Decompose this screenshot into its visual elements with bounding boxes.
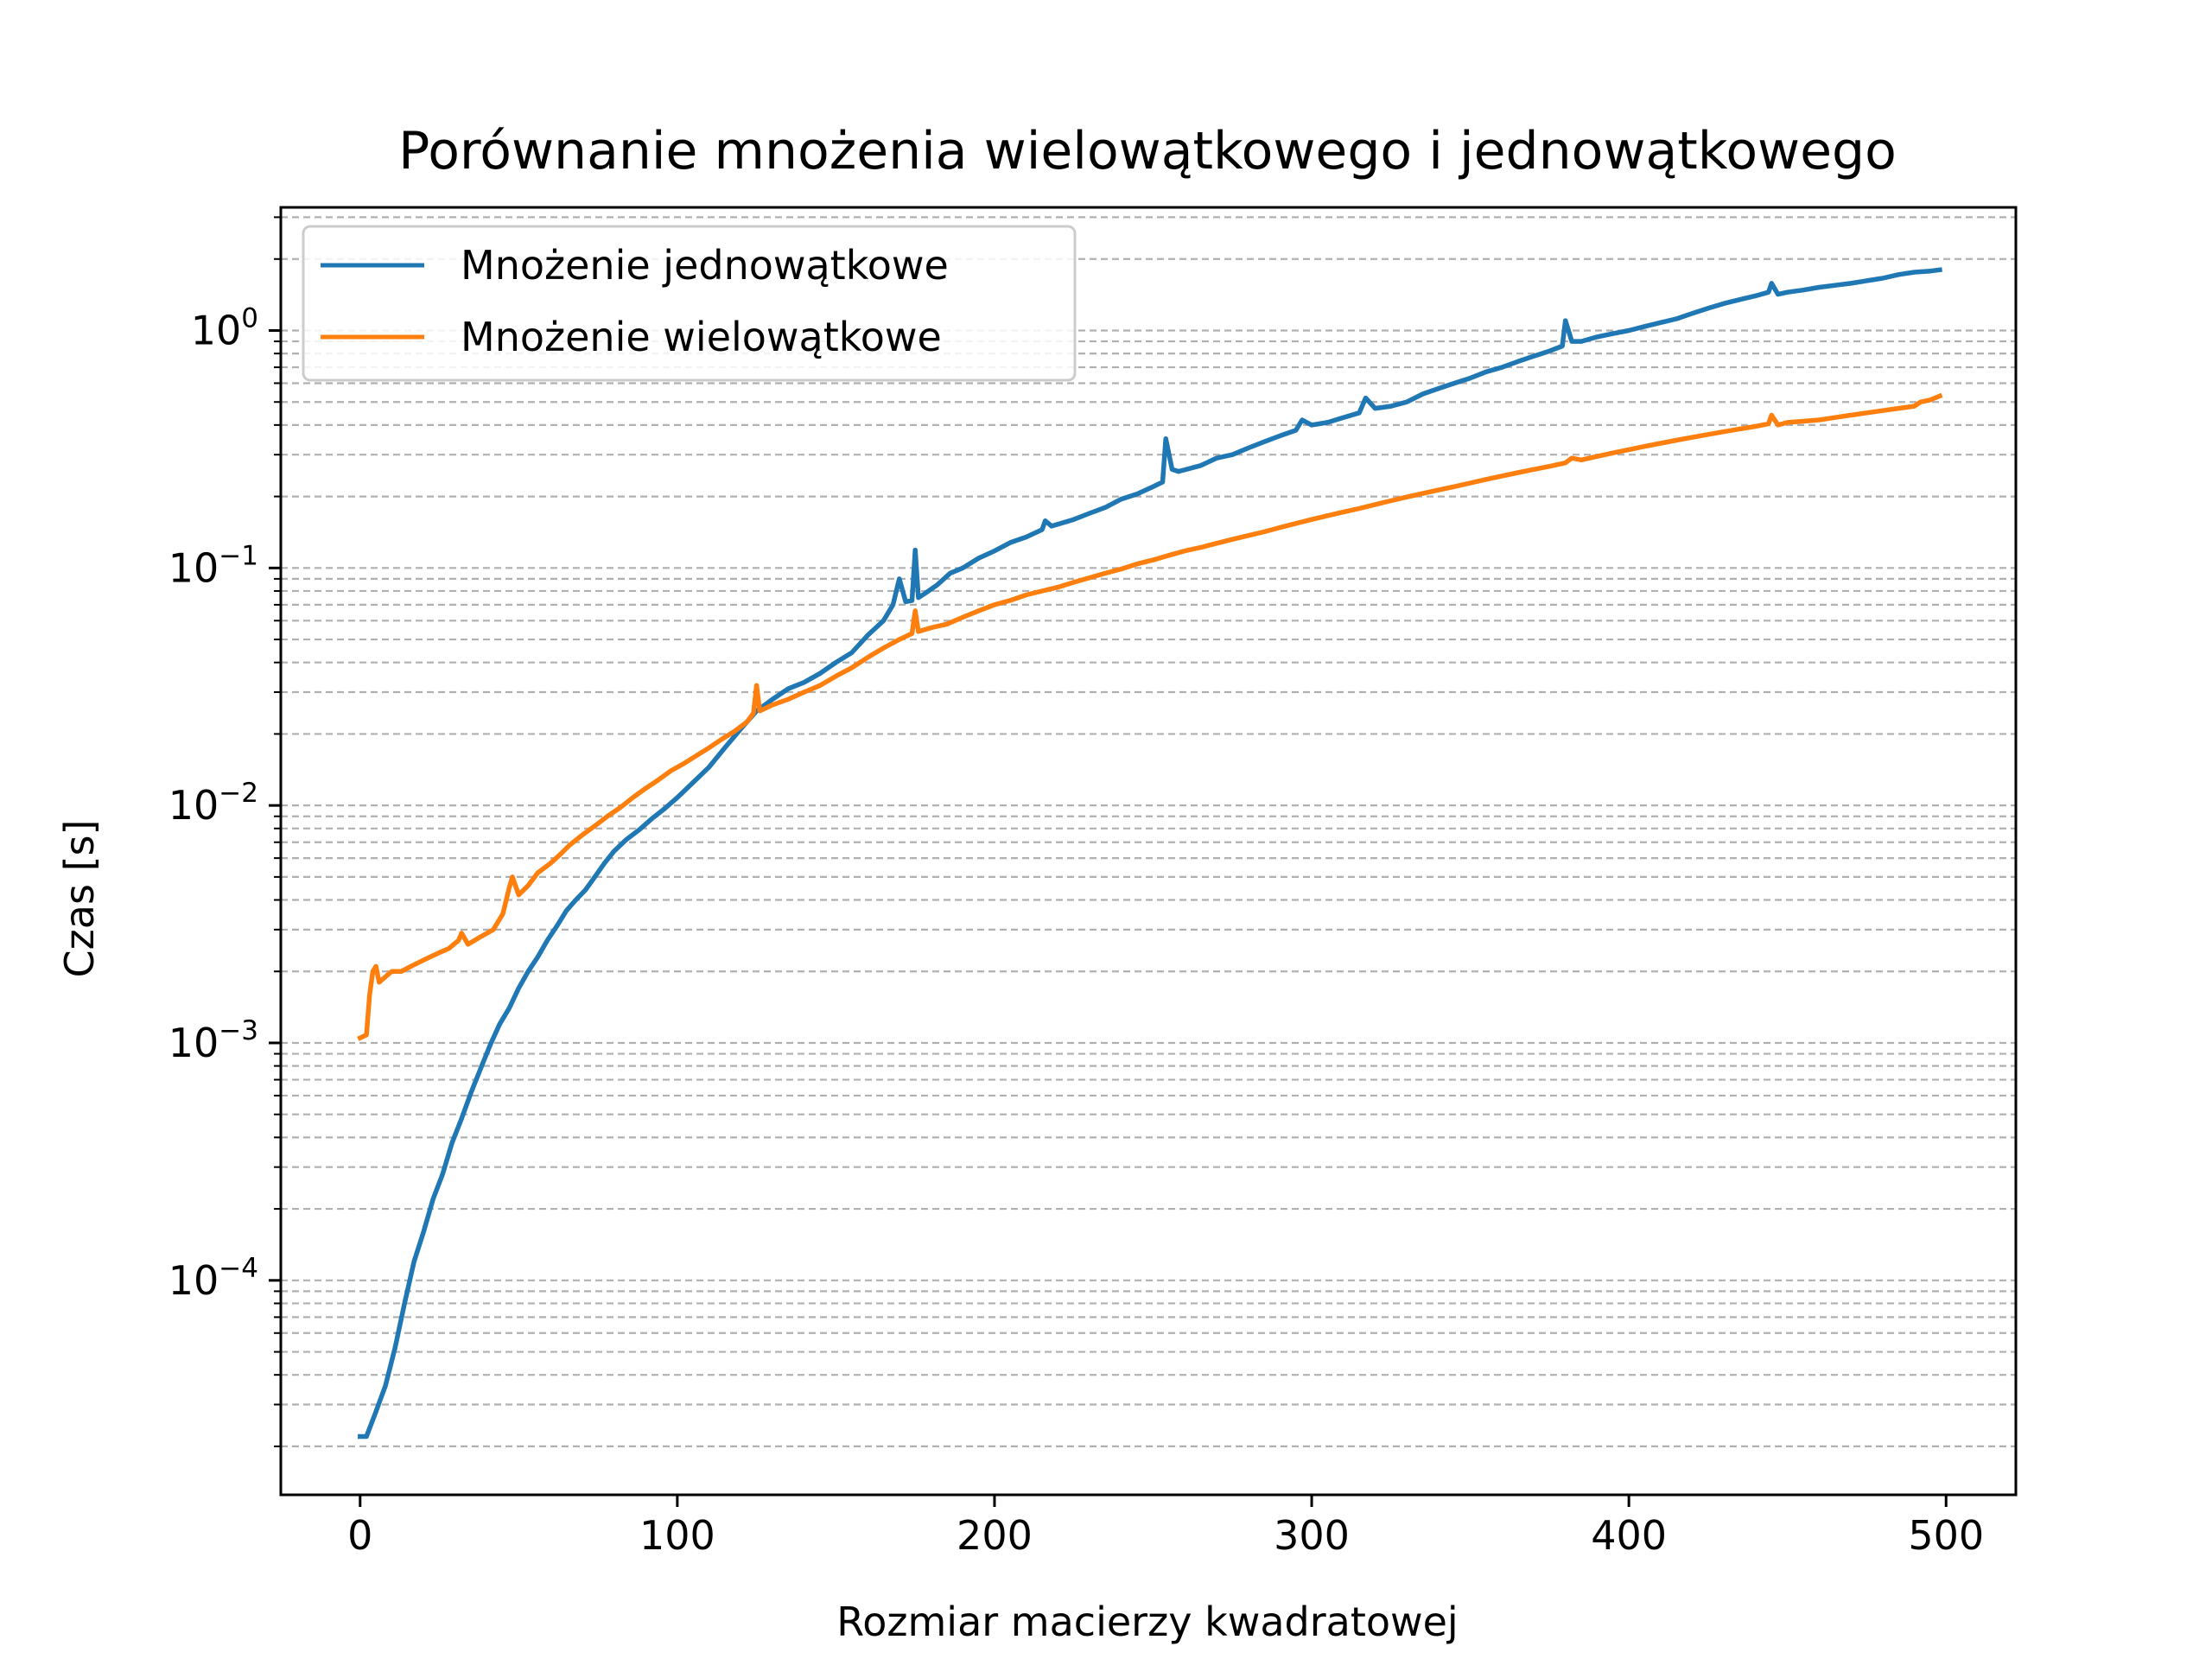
legend-label-multi-thread: Mnożenie wielowątkowe [461, 314, 942, 360]
plot-frame [279, 206, 2018, 1497]
series-line-multi-thread [357, 392, 1943, 1041]
x-axis: 0 100 200 300 400 500 [347, 1495, 1984, 1559]
x-tick-label: 300 [1274, 1512, 1350, 1559]
x-tick-label: 200 [957, 1512, 1033, 1559]
legend-label-single-thread: Mnożenie jednowątkowe [461, 242, 949, 289]
x-axis-label: Rozmiar macierzy kwadratowej [836, 1599, 1458, 1645]
legend-box [302, 225, 1077, 382]
y-axis-label: Czas [s] [56, 820, 103, 978]
y-tick-label: 100 [191, 303, 258, 354]
y-tick-base: 10 [168, 782, 219, 829]
y-tick-exponent: 0 [241, 303, 258, 334]
y-tick-exponent: −2 [219, 778, 258, 809]
y-tick-label: 10−2 [168, 778, 258, 829]
chart-title: Porównanie mnożenia wielowątkowego i jed… [398, 121, 1897, 181]
x-tick-label: 500 [1908, 1512, 1984, 1559]
y-tick-base: 10 [168, 1020, 219, 1066]
y-tick-label: 10−4 [168, 1253, 258, 1304]
x-tick-label: 400 [1591, 1512, 1667, 1559]
legend: Mnożenie jednowątkowe Mnożenie wielowątk… [302, 225, 1077, 382]
x-tick-label: 100 [639, 1512, 715, 1559]
y-tick-base: 10 [191, 308, 242, 354]
y-tick-label: 10−1 [168, 540, 258, 591]
y-tick-label: 10−3 [168, 1015, 258, 1066]
y-tick-exponent: −4 [219, 1253, 258, 1284]
series-line-single-thread [358, 267, 1942, 1440]
y-tick-exponent: −1 [219, 540, 258, 571]
y-tick-exponent: −3 [219, 1015, 258, 1046]
grid-lines [281, 216, 2016, 1448]
x-tick-label: 0 [347, 1512, 372, 1559]
y-tick-base: 10 [168, 1257, 219, 1304]
series-layer [357, 267, 1943, 1440]
y-tick-base: 10 [168, 544, 219, 591]
